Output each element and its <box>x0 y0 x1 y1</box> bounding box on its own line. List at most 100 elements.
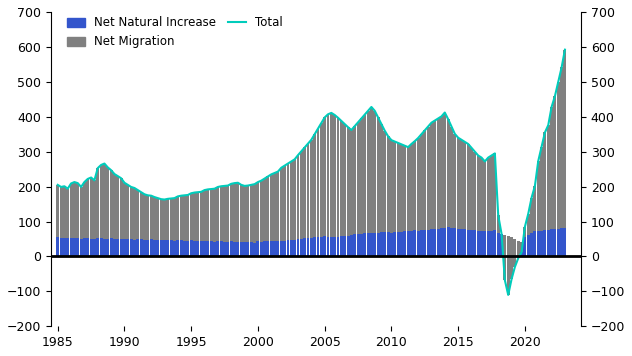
Bar <box>93 239 96 256</box>
Bar <box>296 239 300 256</box>
Bar <box>374 233 376 256</box>
Bar <box>460 229 463 256</box>
Bar <box>240 185 243 242</box>
Bar <box>257 241 259 256</box>
Bar <box>186 241 190 256</box>
Bar <box>460 140 463 229</box>
Bar <box>346 236 349 256</box>
Bar <box>286 240 289 256</box>
Bar <box>303 147 306 238</box>
Bar <box>296 155 300 239</box>
Bar <box>544 230 547 256</box>
Bar <box>307 238 310 256</box>
Bar <box>100 238 102 256</box>
Bar <box>374 111 376 233</box>
Bar <box>56 185 59 237</box>
Bar <box>317 237 319 256</box>
Bar <box>223 186 226 242</box>
Bar <box>356 122 360 234</box>
Bar <box>59 187 63 237</box>
Bar <box>220 241 222 256</box>
Bar <box>140 192 143 239</box>
Bar <box>367 111 370 233</box>
Bar <box>193 241 196 256</box>
Bar <box>203 190 206 241</box>
Bar <box>190 193 193 240</box>
Bar <box>564 50 566 228</box>
Bar <box>390 233 393 256</box>
Bar <box>346 127 349 236</box>
Bar <box>560 228 563 256</box>
Bar <box>363 115 366 234</box>
Bar <box>554 229 556 256</box>
Bar <box>507 236 509 256</box>
Bar <box>466 144 470 230</box>
Bar <box>380 232 383 256</box>
Bar <box>76 183 79 238</box>
Bar <box>504 235 506 280</box>
Bar <box>526 235 530 256</box>
Bar <box>226 242 229 256</box>
Bar <box>270 241 273 256</box>
Bar <box>87 238 89 256</box>
Bar <box>276 172 279 241</box>
Bar <box>330 113 333 237</box>
Bar <box>526 214 530 235</box>
Bar <box>63 238 66 256</box>
Bar <box>273 241 276 256</box>
Bar <box>397 232 399 256</box>
Bar <box>523 227 526 237</box>
Bar <box>423 130 426 230</box>
Bar <box>410 231 413 256</box>
Bar <box>150 239 152 256</box>
Bar <box>93 180 96 239</box>
Bar <box>190 240 193 256</box>
Bar <box>286 163 289 240</box>
Bar <box>406 231 410 256</box>
Bar <box>90 239 92 256</box>
Bar <box>59 237 63 256</box>
Bar <box>356 234 360 256</box>
Bar <box>387 232 389 256</box>
Bar <box>246 185 250 242</box>
Bar <box>427 126 430 230</box>
Bar <box>113 174 116 239</box>
Bar <box>276 241 279 256</box>
Bar <box>540 231 543 256</box>
Bar <box>83 238 86 256</box>
Bar <box>550 229 553 256</box>
Bar <box>410 144 413 231</box>
Bar <box>353 126 356 235</box>
Bar <box>537 231 540 256</box>
Bar <box>137 239 139 256</box>
Bar <box>156 198 159 240</box>
Bar <box>554 96 556 229</box>
Bar <box>497 233 500 256</box>
Bar <box>109 170 112 238</box>
Bar <box>520 242 523 252</box>
Bar <box>133 188 136 240</box>
Bar <box>260 242 263 256</box>
Bar <box>517 241 520 256</box>
Bar <box>443 112 446 228</box>
Bar <box>280 168 283 241</box>
Bar <box>170 240 173 256</box>
Bar <box>530 233 533 256</box>
Bar <box>163 240 166 256</box>
Bar <box>413 230 416 256</box>
Bar <box>504 235 506 256</box>
Bar <box>333 115 336 237</box>
Bar <box>470 230 473 256</box>
Bar <box>403 146 406 231</box>
Bar <box>233 242 236 256</box>
Bar <box>540 147 543 231</box>
Bar <box>283 241 286 256</box>
Bar <box>267 177 269 241</box>
Bar <box>477 231 480 256</box>
Bar <box>450 126 453 228</box>
Bar <box>183 241 186 256</box>
Bar <box>210 241 213 256</box>
Bar <box>103 239 106 256</box>
Bar <box>96 168 99 238</box>
Bar <box>63 186 66 238</box>
